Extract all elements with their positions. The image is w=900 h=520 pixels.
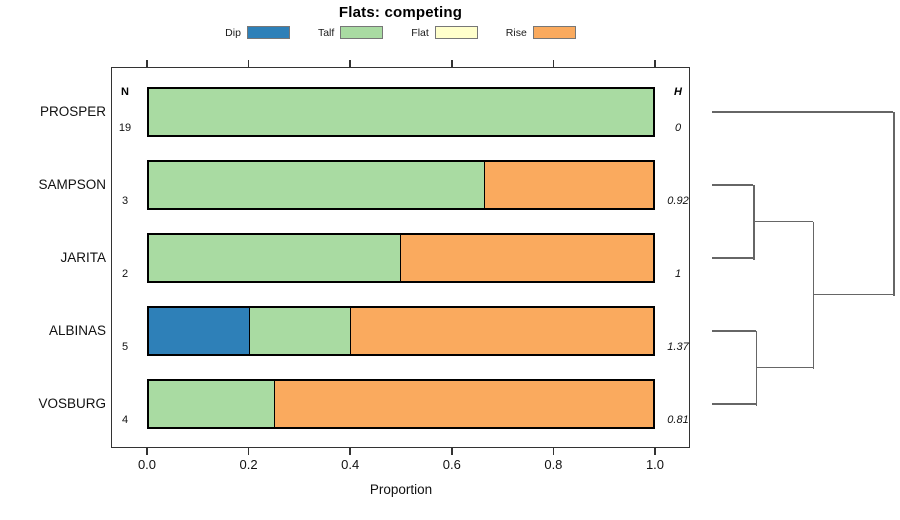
bar-segment-talf — [149, 235, 401, 281]
legend-item-rise: Rise — [506, 26, 576, 39]
x-tick-label: 0.0 — [137, 457, 157, 472]
stacked-bar-jarita — [147, 233, 655, 283]
bar-segment-rise — [350, 308, 653, 354]
x-tick-top — [552, 60, 555, 67]
dendrogram-branch-v — [755, 331, 758, 406]
x-axis-title: Proportion — [369, 482, 433, 497]
legend-label: Dip — [225, 26, 241, 39]
y-axis-label-albinas: ALBINAS — [48, 323, 106, 338]
y-axis-label-sampson: SAMPSON — [38, 177, 106, 192]
stacked-bar-sampson — [147, 160, 655, 210]
dendrogram-branch-h — [712, 330, 756, 332]
h-value-prosper: 0 — [674, 122, 682, 134]
x-tick-top — [247, 60, 250, 67]
legend-swatch-flat — [434, 26, 478, 39]
legend-item-dip: Dip — [225, 26, 290, 39]
legend: Dip Talf Flat Rise — [111, 26, 690, 39]
x-tick-top — [451, 60, 453, 67]
legend-item-flat: Flat — [411, 26, 478, 39]
legend-label: Flat — [411, 26, 429, 39]
x-tick-top — [146, 60, 148, 67]
dendrogram-branch-h — [712, 257, 754, 259]
legend-swatch-rise — [532, 26, 576, 39]
x-tick-label: 1.0 — [645, 457, 665, 472]
x-tick-bottom — [349, 448, 351, 455]
dendrogram-branch-v — [753, 185, 755, 260]
x-tick-label: 0.4 — [341, 457, 360, 472]
bar-segment-rise — [275, 381, 653, 427]
x-tick-label: 0.8 — [544, 457, 563, 472]
dendrogram-branch-h — [812, 293, 893, 296]
h-value-albinas: 1.37 — [667, 341, 689, 353]
legend-item-talf: Talf — [317, 26, 384, 39]
chart-title: Flats: competing — [338, 4, 463, 21]
n-value-jarita: 2 — [121, 268, 129, 280]
x-tick-bottom — [552, 448, 555, 455]
x-tick-label: 0.2 — [239, 457, 258, 472]
bar-segment-rise — [401, 235, 653, 281]
x-tick-top — [654, 60, 656, 67]
bar-segment-rise — [485, 162, 653, 208]
h-value-sampson: 0.92 — [667, 195, 689, 207]
dendrogram-branch-v — [893, 112, 895, 296]
x-tick-top — [349, 60, 351, 67]
bar-segment-talf — [149, 162, 486, 208]
bar-segment-dip — [149, 308, 250, 354]
legend-swatch-dip — [246, 26, 290, 39]
stacked-bar-vosburg — [147, 379, 655, 429]
bar-segment-talf — [249, 308, 351, 354]
y-axis-label-prosper: PROSPER — [39, 104, 106, 119]
legend-label: Rise — [505, 26, 527, 39]
bar-segment-talf — [149, 381, 275, 427]
dendrogram-branch-h — [712, 111, 893, 113]
legend-swatch-talf — [340, 26, 384, 39]
dendrogram-branch-v — [812, 221, 815, 369]
x-tick-bottom — [247, 448, 250, 455]
n-value-albinas: 5 — [121, 341, 129, 353]
stacked-bar-prosper — [147, 87, 655, 137]
legend-label: Talf — [317, 26, 335, 39]
n-value-sampson: 3 — [121, 195, 129, 207]
x-tick-bottom — [654, 448, 656, 455]
x-tick-bottom — [451, 448, 453, 455]
stacked-bar-albinas — [147, 306, 655, 356]
h-value-vosburg: 0.81 — [667, 414, 689, 426]
y-axis-label-vosburg: VOSBURG — [38, 396, 106, 411]
dendrogram-branch-h — [755, 366, 813, 369]
dendrogram-branch-h — [712, 184, 754, 186]
dendrogram-branch-h — [712, 403, 756, 405]
h-value-jarita: 1 — [674, 268, 682, 280]
h-column-header: H — [674, 86, 682, 98]
n-value-vosburg: 4 — [121, 414, 129, 426]
x-tick-bottom — [146, 448, 148, 455]
n-value-prosper: 19 — [118, 122, 132, 134]
y-axis-label-jarita: JARITA — [60, 250, 106, 265]
n-column-header: N — [121, 86, 129, 98]
bar-segment-talf — [149, 89, 653, 135]
dendrogram-branch-h — [753, 220, 813, 223]
x-tick-label: 0.6 — [442, 457, 461, 472]
